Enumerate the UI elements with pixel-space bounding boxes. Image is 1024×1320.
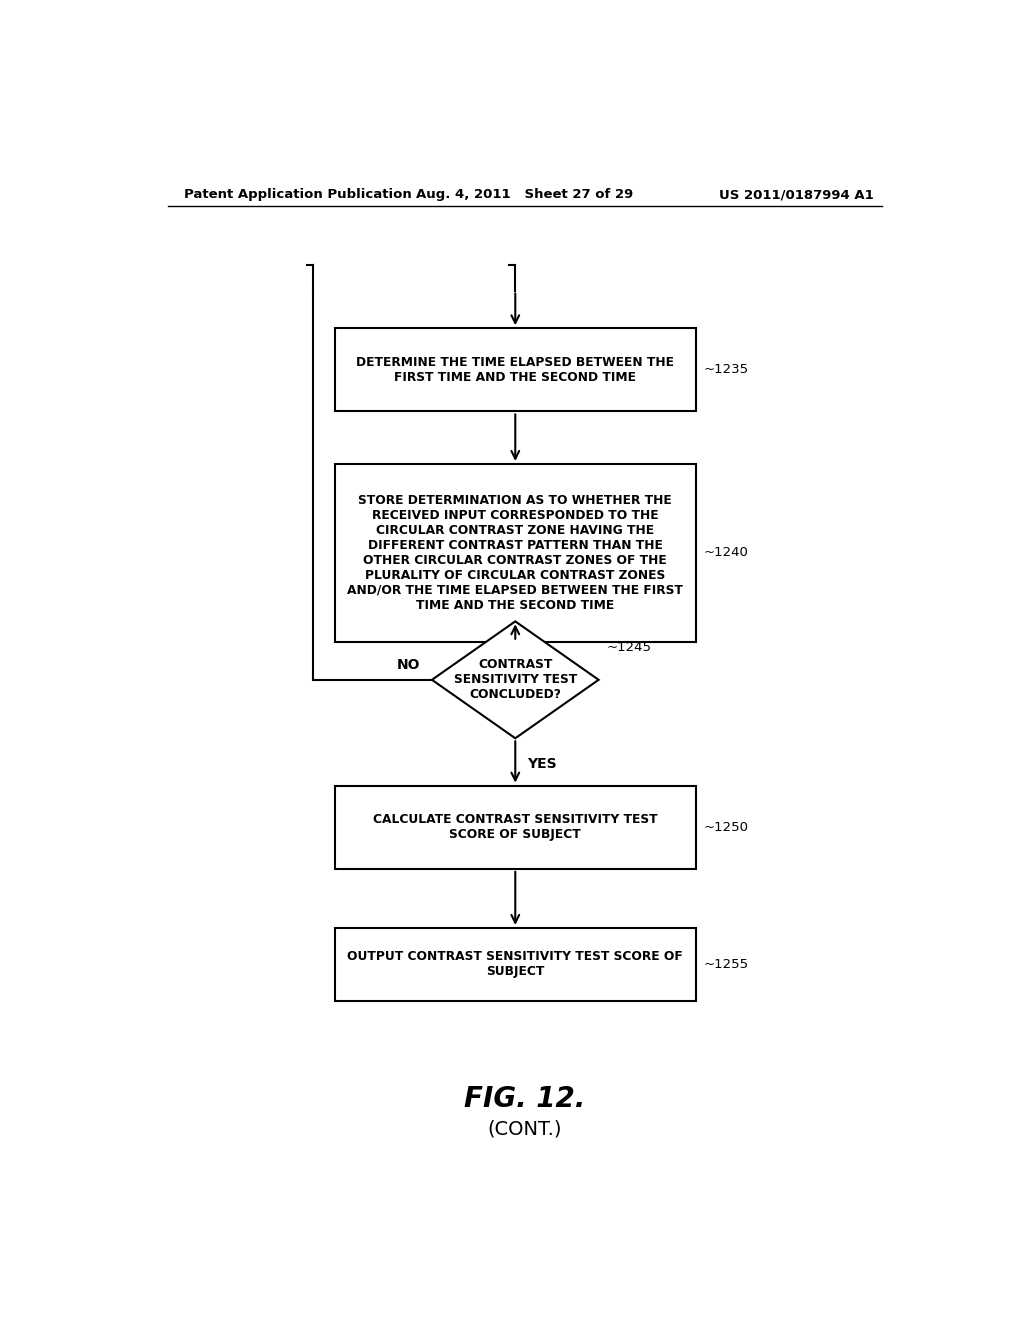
Text: CONTRAST
SENSITIVITY TEST
CONCLUDED?: CONTRAST SENSITIVITY TEST CONCLUDED?	[454, 659, 577, 701]
Text: DETERMINE THE TIME ELAPSED BETWEEN THE
FIRST TIME AND THE SECOND TIME: DETERMINE THE TIME ELAPSED BETWEEN THE F…	[356, 356, 674, 384]
Text: YES: YES	[527, 756, 557, 771]
Text: Patent Application Publication: Patent Application Publication	[183, 189, 412, 202]
Bar	[335, 928, 696, 1001]
Text: STORE DETERMINATION AS TO WHETHER THE
RECEIVED INPUT CORRESPONDED TO THE
CIRCULA: STORE DETERMINATION AS TO WHETHER THE RE…	[347, 494, 683, 611]
Text: ~1255: ~1255	[703, 958, 749, 972]
Text: Aug. 4, 2011   Sheet 27 of 29: Aug. 4, 2011 Sheet 27 of 29	[416, 189, 634, 202]
Text: (CONT.): (CONT.)	[487, 1119, 562, 1139]
Text: ~1245: ~1245	[606, 642, 651, 655]
Text: NO: NO	[396, 657, 420, 672]
Text: OUTPUT CONTRAST SENSITIVITY TEST SCORE OF
SUBJECT: OUTPUT CONTRAST SENSITIVITY TEST SCORE O…	[347, 950, 683, 978]
Text: ~1235: ~1235	[703, 363, 749, 376]
Text: FIG. 12.: FIG. 12.	[464, 1085, 586, 1113]
Bar	[335, 785, 696, 869]
Bar	[335, 463, 696, 642]
Text: ~1250: ~1250	[703, 821, 749, 834]
Text: ~1240: ~1240	[703, 546, 749, 560]
Bar	[335, 329, 696, 412]
Text: CALCULATE CONTRAST SENSITIVITY TEST
SCORE OF SUBJECT: CALCULATE CONTRAST SENSITIVITY TEST SCOR…	[373, 813, 657, 841]
Polygon shape	[432, 622, 599, 738]
Text: US 2011/0187994 A1: US 2011/0187994 A1	[719, 189, 873, 202]
